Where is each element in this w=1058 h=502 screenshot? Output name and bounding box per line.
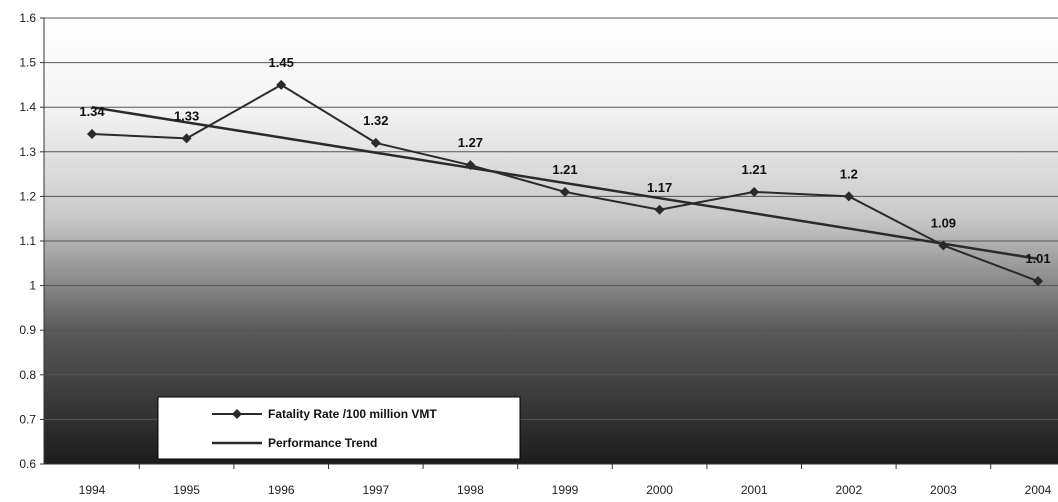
y-tick-label: 1.6 [19,11,36,25]
y-tick-label: 1.1 [19,234,36,248]
y-tick-label: 1 [29,279,36,293]
data-point-diamond [654,204,665,215]
legend-marker-diamond-icon [232,409,242,419]
data-label: 1.34 [79,104,105,119]
x-tick-label: 1998 [457,483,484,497]
performance-trend-series [91,105,1039,261]
data-point-diamond [938,240,949,251]
x-tick-label: 1996 [268,483,295,497]
x-tick-label: 2004 [1025,483,1052,497]
data-point-diamond [749,186,760,197]
data-point-diamond [1033,276,1043,287]
y-tick-label: 0.6 [19,457,36,471]
data-point-diamond [276,79,287,90]
x-tick-label: 1994 [79,483,106,497]
gridlines [44,17,1058,465]
data-label: 1.27 [458,135,483,150]
y-axis: 0.6 0.7 0.8 0.9 1 1.1 1.2 1.3 1.4 1.5 1.6 [19,11,45,471]
data-point-diamond [370,137,381,148]
x-axis: 1994 1995 1996 1997 1998 1999 2000 2001 2002 2003… [44,463,1058,497]
data-label: 1.32 [363,113,388,128]
y-tick-label: 1.3 [19,145,36,159]
x-tick-label: 2002 [835,483,862,497]
data-label: 1.33 [174,108,199,123]
data-point-diamond [465,160,476,171]
y-tick-label: 1.2 [19,189,36,203]
x-tick-label: 2000 [646,483,673,497]
legend-label-fatality: Fatality Rate /100 million VMT [268,407,437,421]
data-label: 1.01 [1025,251,1050,266]
y-tick-label: 0.7 [19,412,36,426]
legend-label-trend: Performance Trend [268,436,377,450]
y-tick-label: 0.8 [19,368,36,382]
legend: Fatality Rate /100 million VMT Performan… [157,396,521,460]
y-tick-label: 1.4 [19,100,36,114]
data-point-diamond [181,133,192,144]
data-point-diamond [87,128,97,139]
x-tick-label: 1995 [173,483,200,497]
data-labels: 1.34 1.33 1.45 1.32 1.27 1.21 1.17 1.21 1.2 1.09 1… [79,55,1050,266]
data-point-diamond [560,186,570,197]
data-label: 1.21 [552,162,577,177]
data-label: 1.21 [742,162,767,177]
data-label: 1.45 [269,55,294,70]
y-tick-label: 1.5 [19,56,36,70]
legend-box [157,396,521,460]
trend-line [91,105,1039,261]
data-label: 1.09 [931,215,956,230]
data-label: 1.2 [840,166,858,181]
fatality-rate-series [87,79,1043,287]
data-point-diamond [843,191,854,202]
x-tick-label: 1997 [362,483,389,497]
x-tick-label: 2001 [741,483,768,497]
x-tick-label: 2003 [930,483,957,497]
x-tick-label: 1999 [552,483,579,497]
data-label: 1.17 [647,180,672,195]
y-tick-label: 0.9 [19,323,36,337]
